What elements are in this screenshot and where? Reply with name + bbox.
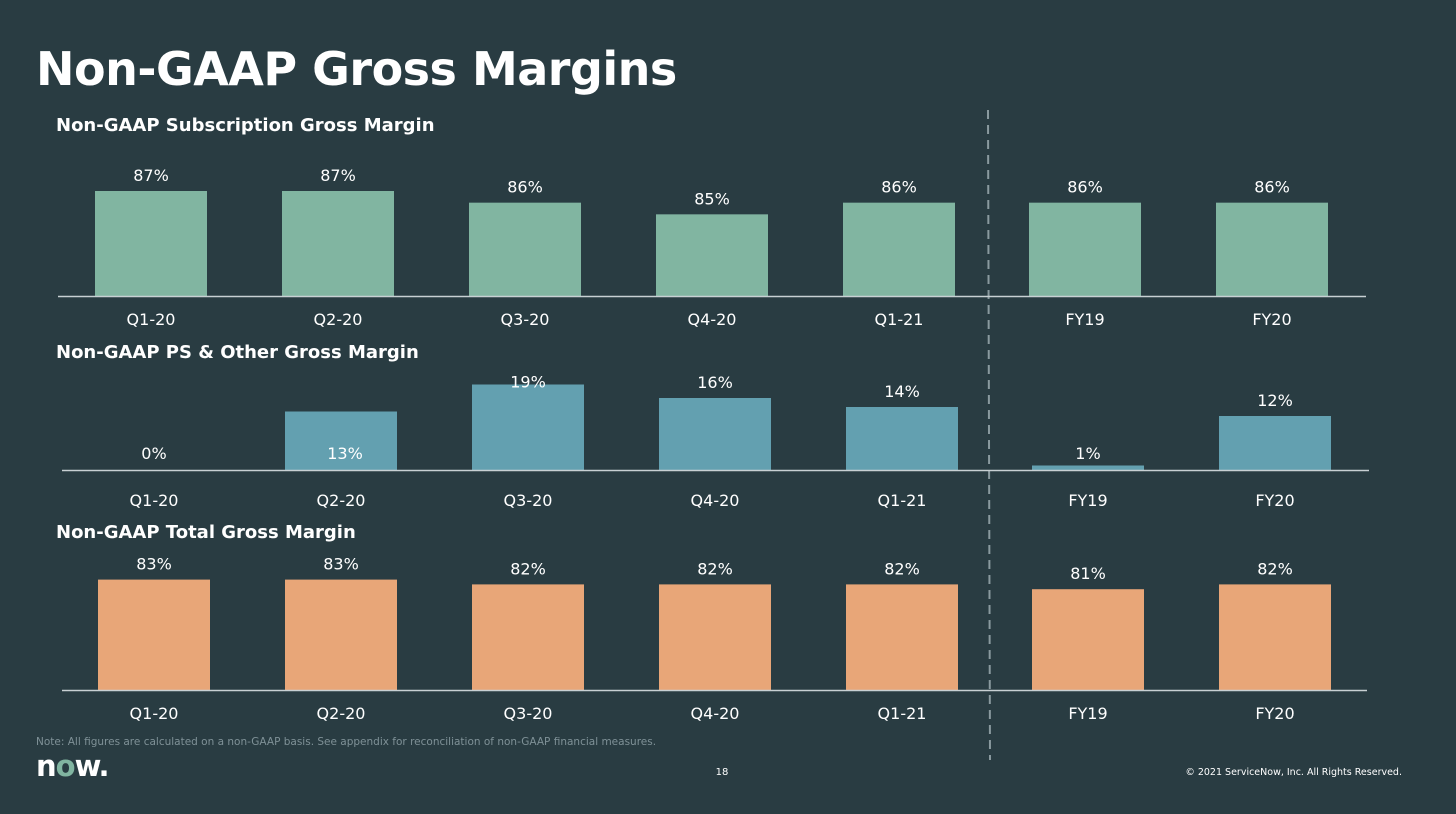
ps-other-category-label: Q3-20	[504, 491, 553, 510]
subscription-bar	[843, 202, 955, 296]
ps-other-category-label: Q1-21	[878, 491, 927, 510]
total-chart-title: Non-GAAP Total Gross Margin	[56, 522, 356, 543]
total-category-label: FY19	[1068, 704, 1107, 723]
ps-other-category-label: Q1-20	[130, 491, 179, 510]
page-number: 18	[715, 767, 729, 778]
subscription-bar	[95, 191, 207, 296]
total-category-label: Q1-21	[878, 704, 927, 723]
total-bar	[285, 579, 397, 690]
total-bar	[659, 584, 771, 690]
subscription-value-label: 86%	[507, 178, 543, 197]
subscription-category-label: FY20	[1252, 310, 1291, 329]
ps-other-value-label: 12%	[1257, 391, 1293, 410]
subscription-bar	[656, 214, 768, 296]
total-value-label: 82%	[510, 559, 546, 578]
subscription-bar	[1216, 202, 1328, 296]
subscription-category-label: Q1-20	[127, 310, 176, 329]
total-chart: 83% Q1-20 83% Q2-20 82% Q3-20 82% Q4-20 82% Q1-21…	[62, 555, 1367, 723]
total-bar	[472, 584, 584, 690]
servicenow-logo: now.	[36, 749, 110, 783]
total-category-label: Q4-20	[691, 704, 740, 723]
quarter-annual-divider	[987, 109, 991, 761]
ps-other-bar	[846, 407, 958, 470]
ps-other-value-label: 19%	[510, 373, 546, 392]
ps-other-category-label: Q4-20	[691, 491, 740, 510]
total-value-label: 82%	[697, 559, 733, 578]
subscription-value-label: 87%	[320, 166, 356, 185]
subscription-value-label: 87%	[133, 166, 169, 185]
subscription-value-label: 85%	[694, 189, 730, 208]
subscription-category-label: Q4-20	[688, 310, 737, 329]
ps-other-bar	[1032, 465, 1144, 470]
total-value-label: 81%	[1070, 564, 1106, 583]
subscription-category-label: FY19	[1065, 310, 1104, 329]
ps-other-category-label: FY20	[1255, 491, 1294, 510]
total-bar	[1032, 589, 1144, 690]
subscription-category-label: Q2-20	[314, 310, 363, 329]
subscription-category-label: Q3-20	[501, 310, 550, 329]
total-category-label: Q3-20	[504, 704, 553, 723]
ps-other-chart-title: Non-GAAP PS & Other Gross Margin	[56, 342, 419, 363]
total-bar	[846, 584, 958, 690]
subscription-value-label: 86%	[1254, 178, 1290, 197]
ps-other-bar	[285, 411, 397, 470]
subscription-bar	[282, 191, 394, 296]
subscription-value-label: 86%	[1067, 178, 1103, 197]
subscription-chart-title: Non-GAAP Subscription Gross Margin	[56, 115, 435, 136]
footnote: Note: All figures are calculated on a no…	[36, 736, 657, 748]
subscription-chart: 87% Q1-20 87% Q2-20 86% Q3-20 85% Q4-20 86% Q1-21…	[58, 166, 1366, 329]
ps-other-value-label: 1%	[1075, 444, 1100, 463]
copyright: © 2021 ServiceNow, Inc. All Rights Reser…	[1185, 767, 1402, 778]
total-category-label: Q1-20	[130, 704, 179, 723]
total-category-label: FY20	[1255, 704, 1294, 723]
page-title: Non-GAAP Gross Margins	[36, 42, 677, 96]
total-value-label: 83%	[323, 555, 359, 574]
total-value-label: 82%	[1257, 559, 1293, 578]
ps-other-bar	[1219, 416, 1331, 470]
subscription-bar	[1029, 202, 1141, 296]
subscription-value-label: 86%	[881, 178, 917, 197]
subscription-bar	[469, 202, 581, 296]
total-bar	[98, 579, 210, 690]
total-category-label: Q2-20	[317, 704, 366, 723]
total-value-label: 82%	[884, 559, 920, 578]
ps-other-category-label: Q2-20	[317, 491, 366, 510]
ps-other-bar	[472, 384, 584, 470]
ps-other-bar	[659, 398, 771, 470]
ps-other-chart: 0% Q1-20 13% Q2-20 19% Q3-20 16% Q4-20 14% Q1-21 1…	[62, 373, 1369, 510]
ps-other-value-label: 13%	[327, 444, 363, 463]
subscription-category-label: Q1-21	[875, 310, 924, 329]
ps-other-category-label: FY19	[1068, 491, 1107, 510]
total-value-label: 83%	[136, 555, 172, 574]
ps-other-value-label: 0%	[141, 444, 166, 463]
ps-other-value-label: 16%	[697, 373, 733, 392]
total-bar	[1219, 584, 1331, 690]
ps-other-value-label: 14%	[884, 382, 920, 401]
